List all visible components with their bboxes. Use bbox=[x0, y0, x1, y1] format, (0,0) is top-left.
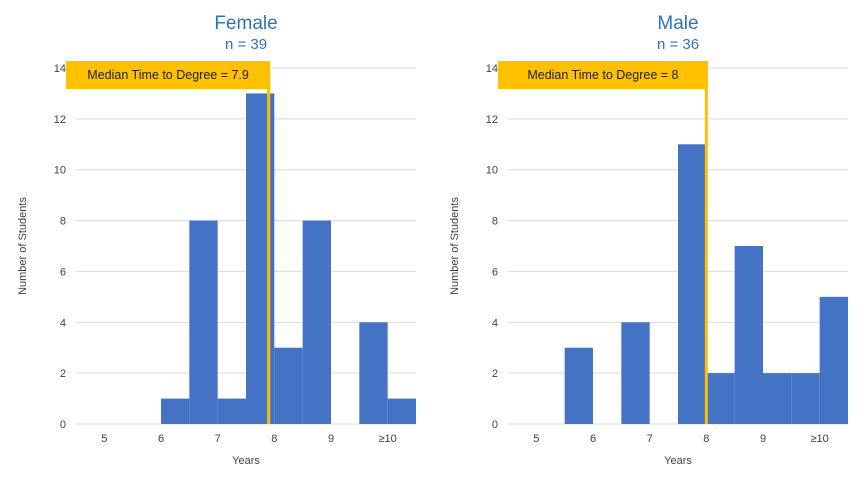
male-bar-5 bbox=[678, 144, 707, 425]
male-x-tick-9: 9 bbox=[760, 433, 766, 445]
male-x-tick-5: 5 bbox=[533, 433, 539, 445]
male-y-tick-0: 0 bbox=[492, 419, 498, 431]
male-x-axis-label: Years bbox=[664, 455, 692, 467]
male-bar-7 bbox=[734, 246, 763, 424]
male-x-tick-7: 7 bbox=[647, 433, 653, 445]
male-y-tick-14: 14 bbox=[486, 63, 498, 75]
male-bar-1 bbox=[564, 347, 593, 424]
female-chart-panel: Female n = 39 0 2 4 6 8 10 12 14 5 6 7 8 9 ≥10 Years Numb… bbox=[17, 13, 416, 467]
female-y-tick-0: 0 bbox=[60, 419, 66, 431]
female-y-tick-8: 8 bbox=[60, 216, 66, 228]
female-x-tick-8: 8 bbox=[271, 433, 277, 445]
female-histogram: Female n = 39 0 2 4 6 8 10 12 14 5 6 7 8 9 ≥10 Years Numb… bbox=[17, 13, 416, 467]
male-y-tick-2: 2 bbox=[492, 368, 498, 380]
female-y-tick-4: 4 bbox=[60, 317, 66, 329]
male-y-tick-4: 4 bbox=[492, 317, 498, 329]
female-x-tick-9: 9 bbox=[328, 433, 334, 445]
male-median-label-box bbox=[498, 61, 708, 89]
female-y-tick-12: 12 bbox=[54, 114, 66, 126]
female-x-tick-6: 6 bbox=[158, 433, 164, 445]
male-bar-10 bbox=[819, 296, 848, 424]
female-median-label-box bbox=[66, 61, 271, 89]
male-y-axis-label: Number of Students bbox=[449, 197, 461, 295]
female-bar-1 bbox=[161, 398, 190, 424]
female-bar-5 bbox=[274, 347, 303, 424]
female-y-tick-2: 2 bbox=[60, 368, 66, 380]
female-median-label: Median Time to Degree = 7.9 bbox=[87, 68, 249, 82]
female-x-tick-7: 7 bbox=[215, 433, 221, 445]
female-bar-8 bbox=[359, 322, 388, 424]
female-y-axis-label: Number of Students bbox=[17, 197, 29, 295]
male-y-tick-10: 10 bbox=[486, 165, 498, 177]
male-chart-title: Male bbox=[657, 13, 698, 34]
male-y-tick-6: 6 bbox=[492, 266, 498, 278]
female-x-tick-5: 5 bbox=[101, 433, 107, 445]
male-chart-subtitle: n = 36 bbox=[657, 36, 699, 53]
male-y-tick-8: 8 bbox=[492, 216, 498, 228]
male-histogram: Male n = 36 0 2 4 6 8 10 12 14 5 6 7 8 9 ≥10 Years Number… bbox=[449, 13, 848, 467]
female-x-axis-label: Years bbox=[232, 455, 260, 467]
male-chart-panel: Male n = 36 0 2 4 6 8 10 12 14 5 6 7 8 9 ≥10 Years Number… bbox=[432, 0, 864, 483]
male-x-tick-10: ≥10 bbox=[811, 433, 829, 445]
female-bar-3 bbox=[217, 398, 246, 424]
female-x-tick-10: ≥10 bbox=[379, 433, 397, 445]
male-median-label: Median Time to Degree = 8 bbox=[527, 68, 678, 82]
female-bar-9 bbox=[387, 398, 416, 424]
female-y-tick-6: 6 bbox=[60, 266, 66, 278]
male-bar-6 bbox=[706, 373, 735, 424]
female-y-tick-10: 10 bbox=[54, 165, 66, 177]
male-y-tick-12: 12 bbox=[486, 114, 498, 126]
female-chart-title: Female bbox=[214, 13, 277, 34]
male-bar-8 bbox=[763, 373, 792, 424]
male-x-tick-6: 6 bbox=[590, 433, 596, 445]
female-bar-6 bbox=[302, 220, 331, 424]
female-chart-subtitle: n = 39 bbox=[225, 36, 267, 53]
female-bar-2 bbox=[189, 220, 218, 424]
female-y-tick-14: 14 bbox=[54, 63, 66, 75]
male-bar-3 bbox=[621, 322, 650, 424]
male-bar-9 bbox=[791, 373, 820, 424]
male-x-tick-8: 8 bbox=[703, 433, 709, 445]
